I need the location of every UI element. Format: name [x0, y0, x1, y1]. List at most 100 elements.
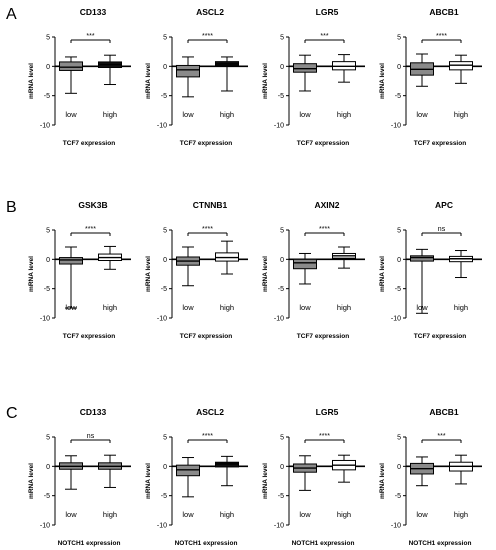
- significance-label-ascl2-r2: ****: [202, 433, 213, 440]
- x-axis-label-apc-r1: TCF7 expression: [414, 333, 466, 340]
- y-tick-label-apc-r1: 0: [397, 257, 401, 264]
- y-tick-label-lgr5-r2: -5: [278, 493, 284, 500]
- x-category-low-gsk3b-r1: low: [65, 303, 77, 312]
- significance-label-ctnnb1-r1: ****: [202, 226, 213, 233]
- y-tick-label-abcb1-r0: -10: [391, 123, 401, 130]
- y-tick-label-ascl2-r0: 5: [163, 35, 167, 42]
- y-tick-label-cd133-r0: -5: [44, 93, 50, 100]
- y-tick-label-ctnnb1-r1: 0: [163, 257, 167, 264]
- y-tick-label-ascl2-r2: -5: [161, 493, 167, 500]
- x-category-high-axin2-r1: high: [337, 303, 351, 312]
- y-tick-label-abcb1-r2: -5: [395, 493, 401, 500]
- x-category-high-ascl2-r0: high: [220, 110, 234, 119]
- panel-label-a: A: [6, 6, 17, 23]
- x-category-low-apc-r1: low: [416, 303, 428, 312]
- significance-label-abcb1-r0: ****: [436, 33, 447, 40]
- y-tick-label-ctnnb1-r1: -10: [157, 316, 167, 323]
- x-category-low-lgr5-r2: low: [299, 510, 311, 519]
- x-category-low-cd133-r0: low: [65, 110, 77, 119]
- x-axis-label-abcb1-r2: NOTCH1 expression: [409, 540, 472, 547]
- y-tick-label-cd133-r2: -5: [44, 493, 50, 500]
- y-tick-label-apc-r1: -5: [395, 286, 401, 293]
- y-tick-label-lgr5-r0: -5: [278, 93, 284, 100]
- x-axis-label-axin2-r1: TCF7 expression: [297, 333, 349, 340]
- significance-label-lgr5-r0: ***: [320, 33, 328, 40]
- chart-title-axin2-r1: AXIN2: [314, 200, 339, 210]
- significance-label-cd133-r2: ns: [87, 433, 95, 440]
- y-tick-label-cd133-r0: 0: [46, 64, 50, 71]
- y-tick-label-apc-r1: -10: [391, 316, 401, 323]
- x-category-high-gsk3b-r1: high: [103, 303, 117, 312]
- chart-title-gsk3b-r1: GSK3B: [78, 200, 107, 210]
- chart-title-cd133-r0: CD133: [80, 7, 107, 17]
- y-axis-label-abcb1-r2: mRNA level: [379, 463, 386, 499]
- chart-title-lgr5-r2: LGR5: [316, 407, 339, 417]
- x-category-low-abcb1-r0: low: [416, 110, 428, 119]
- x-category-low-ctnnb1-r1: low: [182, 303, 194, 312]
- y-tick-label-gsk3b-r1: -5: [44, 286, 50, 293]
- x-axis-label-abcb1-r0: TCF7 expression: [414, 140, 466, 147]
- y-tick-label-ascl2-r2: 0: [163, 464, 167, 471]
- x-category-high-abcb1-r0: high: [454, 110, 468, 119]
- panel-label-b: B: [6, 199, 17, 216]
- y-tick-label-abcb1-r0: -5: [395, 93, 401, 100]
- y-tick-label-gsk3b-r1: 5: [46, 228, 50, 235]
- significance-label-axin2-r1: ****: [319, 226, 330, 233]
- y-tick-label-lgr5-r2: -10: [274, 523, 284, 530]
- y-tick-label-gsk3b-r1: -10: [40, 316, 50, 323]
- y-tick-label-lgr5-r0: -10: [274, 123, 284, 130]
- y-tick-label-ascl2-r0: -5: [161, 93, 167, 100]
- y-axis-label-cd133-r0: mRNA level: [28, 63, 35, 99]
- x-category-low-axin2-r1: low: [299, 303, 311, 312]
- y-tick-label-apc-r1: 5: [397, 228, 401, 235]
- x-axis-label-ascl2-r2: NOTCH1 expression: [175, 540, 238, 547]
- x-category-high-ascl2-r2: high: [220, 510, 234, 519]
- x-category-high-abcb1-r2: high: [454, 510, 468, 519]
- x-category-high-ctnnb1-r1: high: [220, 303, 234, 312]
- y-axis-label-lgr5-r2: mRNA level: [262, 463, 269, 499]
- significance-label-gsk3b-r1: ****: [85, 226, 96, 233]
- y-tick-label-lgr5-r2: 5: [280, 435, 284, 442]
- x-axis-label-lgr5-r2: NOTCH1 expression: [292, 540, 355, 547]
- y-tick-label-abcb1-r2: 0: [397, 464, 401, 471]
- y-tick-label-abcb1-r2: -10: [391, 523, 401, 530]
- y-tick-label-lgr5-r2: 0: [280, 464, 284, 471]
- box-low-ascl2-r0: [176, 64, 200, 78]
- y-tick-label-cd133-r2: 0: [46, 464, 50, 471]
- x-axis-label-cd133-r0: TCF7 expression: [63, 140, 115, 147]
- chart-title-ascl2-r0: ASCL2: [196, 7, 224, 17]
- y-tick-label-axin2-r1: 5: [280, 228, 284, 235]
- y-tick-label-cd133-r0: -10: [40, 123, 50, 130]
- panel-label-c: C: [6, 405, 18, 422]
- x-category-low-cd133-r2: low: [65, 510, 77, 519]
- y-axis-label-gsk3b-r1: mRNA level: [28, 256, 35, 292]
- x-category-high-apc-r1: high: [454, 303, 468, 312]
- x-axis-label-gsk3b-r1: TCF7 expression: [63, 333, 115, 340]
- significance-label-cd133-r0: ***: [86, 33, 94, 40]
- y-tick-label-abcb1-r0: 5: [397, 35, 401, 42]
- x-axis-label-ascl2-r0: TCF7 expression: [180, 140, 232, 147]
- chart-title-ascl2-r2: ASCL2: [196, 407, 224, 417]
- y-axis-label-cd133-r2: mRNA level: [28, 463, 35, 499]
- y-tick-label-ascl2-r0: -10: [157, 123, 167, 130]
- x-axis-label-cd133-r2: NOTCH1 expression: [58, 540, 121, 547]
- chart-title-abcb1-r0: ABCB1: [429, 7, 459, 17]
- y-tick-label-ctnnb1-r1: -5: [161, 286, 167, 293]
- y-tick-label-ascl2-r2: -10: [157, 523, 167, 530]
- box-low-gsk3b-r1: [59, 257, 83, 265]
- x-category-low-ascl2-r0: low: [182, 110, 194, 119]
- y-tick-label-abcb1-r0: 0: [397, 64, 401, 71]
- x-category-high-lgr5-r0: high: [337, 110, 351, 119]
- y-axis-label-axin2-r1: mRNA level: [262, 256, 269, 292]
- x-category-low-lgr5-r0: low: [299, 110, 311, 119]
- significance-label-abcb1-r2: ***: [437, 433, 445, 440]
- y-axis-label-lgr5-r0: mRNA level: [262, 63, 269, 99]
- box-low-lgr5-r0: [293, 63, 317, 73]
- y-tick-label-ascl2-r2: 5: [163, 435, 167, 442]
- y-tick-label-lgr5-r0: 5: [280, 35, 284, 42]
- y-tick-label-ctnnb1-r1: 5: [163, 228, 167, 235]
- box-low-cd133-r0: [59, 61, 83, 71]
- significance-label-apc-r1: ns: [438, 226, 446, 233]
- significance-label-ascl2-r0: ****: [202, 33, 213, 40]
